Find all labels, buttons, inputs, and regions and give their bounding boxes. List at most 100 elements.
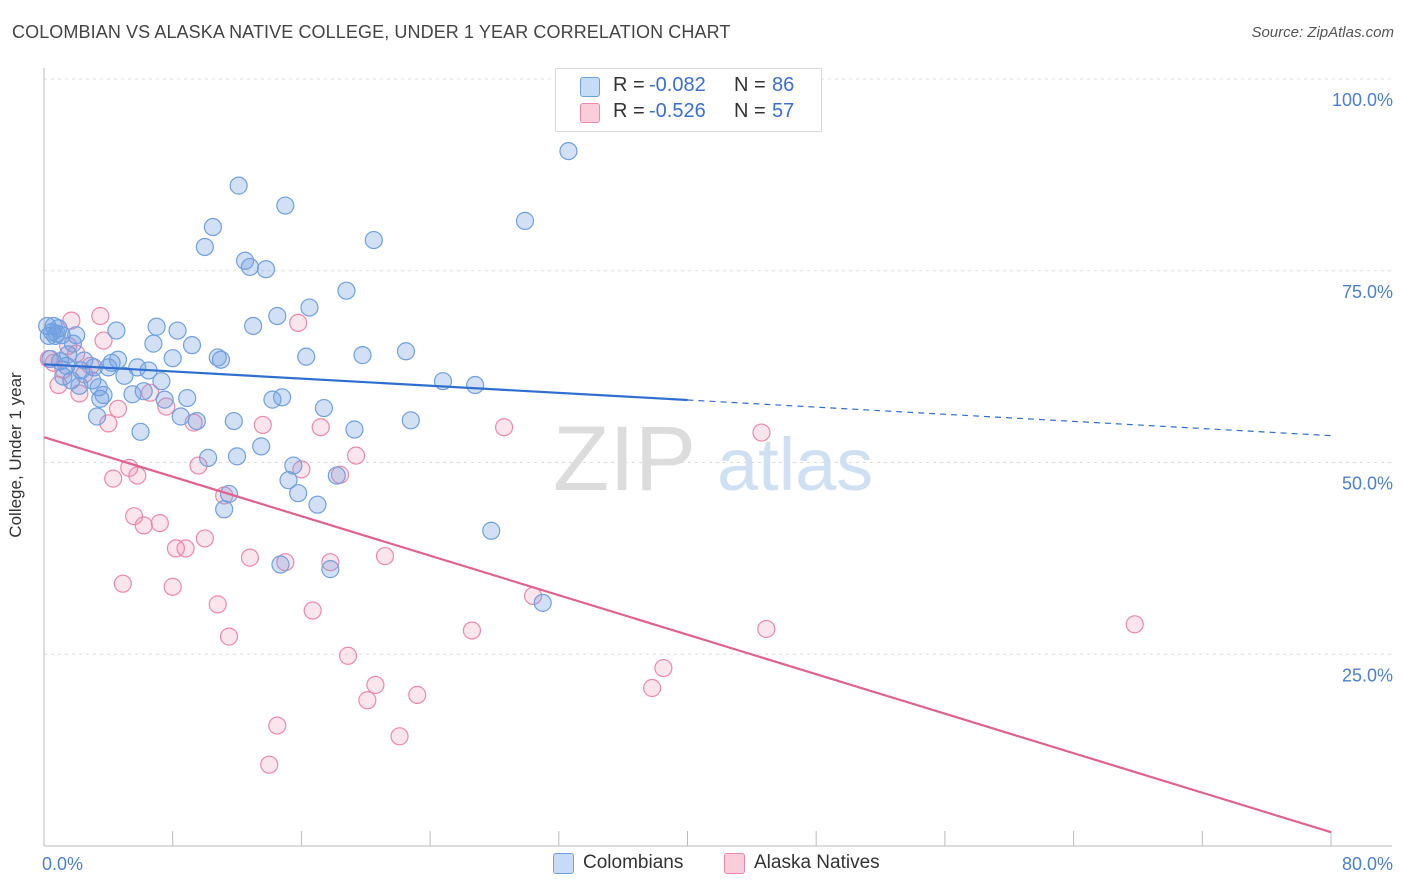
colombians-point xyxy=(168,321,187,340)
r-label: R = xyxy=(613,74,645,96)
alaska-natives-point xyxy=(654,658,673,678)
colombians-point xyxy=(396,342,416,361)
alaska-natives-point xyxy=(375,546,395,566)
colombians-point xyxy=(107,321,126,340)
y-tick-label: 100.0% xyxy=(1332,90,1393,110)
colombians-point xyxy=(203,217,223,237)
colombians-point xyxy=(271,555,290,574)
colombians-point xyxy=(67,326,86,345)
colombians-point xyxy=(297,347,316,366)
alaska-natives-point xyxy=(346,446,366,465)
colombians-point xyxy=(229,176,248,195)
colombians-point xyxy=(211,350,231,369)
colombians-point xyxy=(87,407,107,426)
x-tick-label-min: 0.0% xyxy=(42,854,83,874)
alaska-natives-point xyxy=(321,553,340,572)
watermark-atlas: atlas xyxy=(717,423,873,506)
alaska-natives-point xyxy=(99,414,118,433)
colombians-point xyxy=(171,407,190,426)
alaska-natives-point xyxy=(70,384,89,403)
colombians-point xyxy=(327,466,346,485)
colombians-trend-line xyxy=(43,363,688,402)
stats-legend: R = -0.082 N = 86 R = -0.526 N = 57 xyxy=(555,68,822,132)
alaska-natives-point xyxy=(276,553,295,572)
r-value: -0.526 xyxy=(649,100,706,122)
alaska-natives-point xyxy=(366,675,385,695)
legend-label: Colombians xyxy=(583,852,684,873)
alaska-natives-point xyxy=(268,716,287,735)
colombians-point xyxy=(364,230,383,250)
alaska-natives-point xyxy=(134,516,153,535)
alaska-natives-point xyxy=(94,331,113,350)
alaska-natives-point xyxy=(408,685,427,705)
alaska-natives-point xyxy=(253,415,272,435)
colombians-point xyxy=(353,346,372,365)
alaska-natives-point xyxy=(91,306,110,326)
y-tick-label: 50.0% xyxy=(1342,474,1393,494)
colombians-point xyxy=(83,371,102,390)
alaska-natives-legend-swatch xyxy=(724,853,745,874)
colombians-point xyxy=(163,349,182,368)
colombians-point xyxy=(215,500,234,519)
colombians-point xyxy=(94,385,113,405)
colombians-point xyxy=(279,471,298,490)
colombians-point xyxy=(321,560,340,579)
alaska-natives-point xyxy=(289,313,308,333)
colombians-point xyxy=(289,484,308,503)
alaska-natives-point xyxy=(757,619,776,639)
colombians-point xyxy=(147,317,166,336)
alaska-natives-point xyxy=(176,539,195,558)
colombians-point xyxy=(252,437,271,456)
source-label: Source: ZipAtlas.com xyxy=(1251,24,1394,41)
r-value: -0.082 xyxy=(649,74,706,96)
colombians-point xyxy=(268,306,287,326)
alaska-natives-point xyxy=(495,418,514,437)
alaska-natives-point xyxy=(163,577,182,596)
alaska-natives-point xyxy=(219,627,239,646)
colombians-point xyxy=(131,422,150,441)
chart-title: COLOMBIAN VS ALASKA NATIVE COLLEGE, UNDE… xyxy=(12,22,731,42)
colombians-point xyxy=(482,521,501,540)
colombians-point xyxy=(208,348,227,367)
alaska-natives-point xyxy=(157,397,176,416)
alaska-natives-point xyxy=(141,383,160,402)
colombians-point xyxy=(272,388,292,407)
colombians-point xyxy=(155,390,174,409)
y-tick-label: 25.0% xyxy=(1342,665,1393,685)
colombians-point xyxy=(75,351,94,370)
series-legend: Colombians Alaska Natives xyxy=(0,851,1406,877)
colombians-point xyxy=(128,358,147,377)
colombians-point xyxy=(195,237,214,257)
alaska-natives-point xyxy=(124,507,144,526)
colombians-point xyxy=(314,398,334,418)
colombians-point xyxy=(515,211,535,230)
colombians-point xyxy=(337,281,356,300)
alaska-natives-point xyxy=(108,399,128,418)
alaska-natives-point xyxy=(752,423,771,442)
colombians-point xyxy=(284,456,303,475)
colombians-point xyxy=(178,388,197,408)
r-label: R = xyxy=(613,100,645,122)
colombians-point xyxy=(256,260,276,279)
colombians-point xyxy=(244,316,263,336)
alaska-natives-point xyxy=(260,755,279,774)
alaska-natives-point xyxy=(240,548,260,567)
alaska-natives-point xyxy=(643,678,662,698)
colombians-trend-extension xyxy=(687,399,1332,437)
alaska-natives-point xyxy=(1125,615,1144,634)
alaska-natives-point xyxy=(189,456,208,475)
colombians-swatch xyxy=(580,77,600,97)
colombians-point xyxy=(240,257,260,277)
alaska-natives-point xyxy=(166,539,186,558)
colombians-point xyxy=(108,350,128,369)
y-tick-label: 75.0% xyxy=(1342,282,1393,302)
colombians-point xyxy=(235,251,255,270)
colombians-point xyxy=(559,141,578,161)
colombians-point xyxy=(300,298,319,317)
colombians-point xyxy=(144,334,163,353)
colombians-point xyxy=(182,336,202,355)
colombians-point xyxy=(152,372,171,391)
colombians-point xyxy=(466,375,485,395)
colombians-point xyxy=(227,447,247,466)
n-label: N = xyxy=(734,74,766,96)
